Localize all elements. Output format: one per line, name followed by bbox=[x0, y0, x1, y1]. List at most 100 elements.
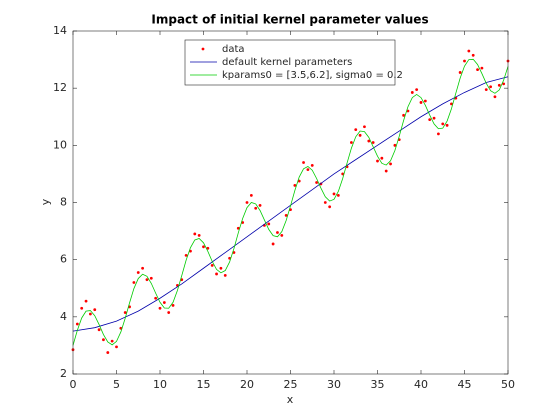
data-point bbox=[215, 272, 218, 276]
data-point bbox=[358, 133, 362, 137]
data-point bbox=[384, 169, 388, 173]
y-tick-label: 2 bbox=[60, 367, 67, 380]
data-point bbox=[149, 276, 153, 280]
data-point bbox=[171, 304, 175, 307]
data-point bbox=[415, 88, 419, 91]
x-tick-label: 40 bbox=[414, 378, 428, 391]
data-point bbox=[184, 253, 188, 257]
data-point bbox=[458, 71, 462, 74]
data-point bbox=[310, 163, 314, 167]
data-point bbox=[132, 281, 136, 284]
data-point bbox=[497, 83, 501, 87]
data-point bbox=[197, 233, 201, 237]
data-point bbox=[306, 168, 310, 172]
data-point bbox=[145, 278, 149, 282]
data-point bbox=[193, 232, 197, 236]
data-point bbox=[89, 312, 92, 316]
data-point bbox=[249, 193, 253, 197]
data-point bbox=[102, 338, 105, 342]
y-tick-label: 4 bbox=[60, 310, 67, 323]
data-point bbox=[432, 116, 436, 120]
x-tick-label: 35 bbox=[371, 378, 385, 391]
y-tick-label: 14 bbox=[53, 24, 67, 37]
series-line bbox=[72, 58, 509, 346]
data-point bbox=[136, 271, 140, 274]
data-point bbox=[371, 141, 375, 144]
plot-area bbox=[73, 31, 508, 374]
legend-marker bbox=[201, 47, 205, 51]
data-point bbox=[315, 181, 318, 184]
data-point bbox=[75, 322, 79, 326]
y-tick-label: 8 bbox=[60, 196, 67, 209]
x-tick-label: 0 bbox=[70, 378, 77, 391]
data-point bbox=[441, 122, 445, 126]
x-axis-label: x bbox=[287, 393, 294, 406]
data-point bbox=[471, 53, 475, 57]
data-point bbox=[206, 246, 210, 250]
data-point bbox=[323, 201, 327, 204]
data-point bbox=[463, 59, 466, 63]
data-point bbox=[271, 242, 275, 246]
data-point bbox=[445, 123, 449, 127]
data-point bbox=[350, 141, 353, 144]
data-point bbox=[258, 203, 262, 207]
data-point bbox=[158, 306, 162, 310]
data-point bbox=[389, 162, 392, 166]
data-point bbox=[123, 311, 127, 314]
legend-label: default kernel parameters bbox=[222, 57, 352, 68]
data-point bbox=[93, 308, 97, 312]
data-point bbox=[354, 128, 358, 132]
data-point bbox=[106, 351, 110, 354]
data-point bbox=[363, 125, 366, 129]
legend-label: data bbox=[222, 44, 245, 55]
data-point bbox=[84, 299, 88, 303]
data-point bbox=[210, 263, 214, 267]
data-point bbox=[236, 226, 240, 230]
data-point bbox=[219, 266, 223, 270]
data-point bbox=[115, 345, 118, 349]
data-point bbox=[97, 328, 101, 332]
x-tick-label: 10 bbox=[153, 378, 167, 391]
data-point bbox=[428, 118, 432, 122]
data-point bbox=[245, 201, 249, 204]
data-point bbox=[280, 233, 284, 237]
legend-label: kparams0 = [3.5,6.2], sigma0 = 0.2 bbox=[222, 70, 403, 81]
data-point bbox=[328, 205, 332, 209]
data-point bbox=[406, 109, 410, 113]
data-point bbox=[476, 68, 479, 71]
data-point bbox=[293, 183, 297, 187]
data-point bbox=[419, 101, 423, 104]
chart-title: Impact of initial kernel parameter value… bbox=[151, 13, 428, 27]
data-point bbox=[267, 222, 271, 226]
data-point bbox=[480, 66, 484, 70]
data-point bbox=[284, 213, 288, 217]
y-tick-label: 10 bbox=[53, 138, 67, 151]
data-point bbox=[80, 306, 84, 310]
data-point bbox=[402, 113, 405, 117]
data-point bbox=[410, 91, 414, 94]
y-axis-label: y bbox=[39, 198, 52, 205]
x-tick-label: 30 bbox=[327, 378, 341, 391]
data-point bbox=[254, 206, 258, 210]
data-point bbox=[110, 339, 114, 343]
data-point bbox=[302, 161, 305, 164]
data-point bbox=[367, 139, 371, 143]
data-point bbox=[489, 85, 492, 89]
data-point bbox=[502, 82, 506, 86]
data-point bbox=[437, 132, 440, 136]
x-tick-label: 50 bbox=[501, 378, 515, 391]
legend-box bbox=[184, 39, 396, 86]
y-tick-label: 12 bbox=[53, 81, 67, 94]
data-point bbox=[450, 102, 453, 106]
data-point bbox=[202, 245, 205, 249]
data-point bbox=[493, 95, 497, 99]
data-point bbox=[141, 266, 145, 270]
data-point bbox=[423, 99, 427, 103]
data-point bbox=[393, 143, 397, 147]
data-point bbox=[154, 296, 158, 300]
data-point bbox=[276, 231, 279, 234]
legend: data default kernel parameters kparams0 = … bbox=[184, 39, 403, 86]
x-tick-label: 25 bbox=[284, 378, 298, 391]
